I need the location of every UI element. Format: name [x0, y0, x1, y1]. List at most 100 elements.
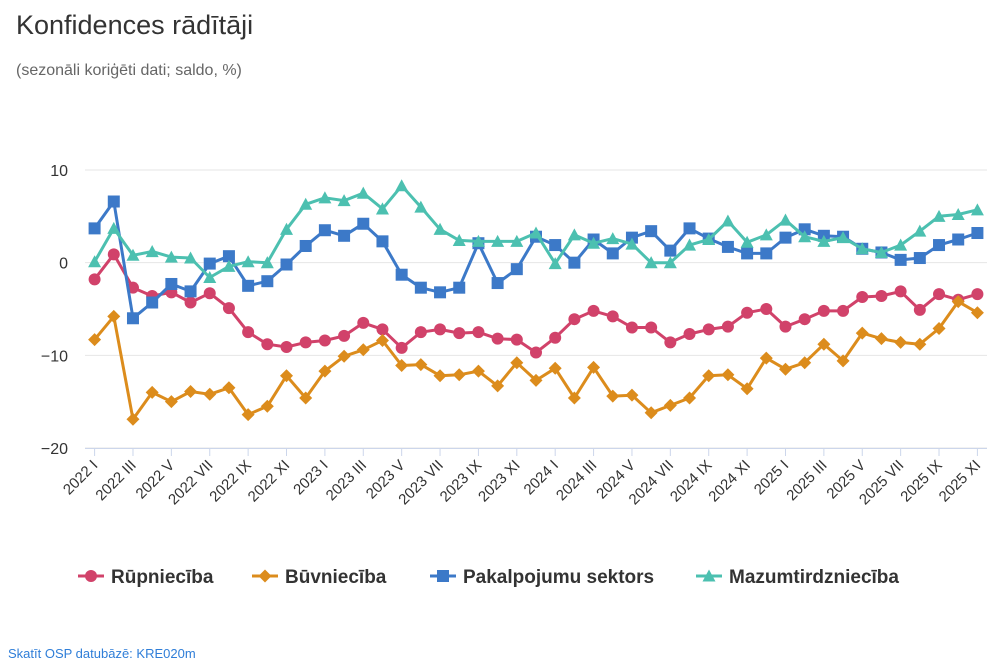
data-point[interactable]	[434, 323, 447, 336]
data-point[interactable]	[299, 391, 313, 405]
data-point[interactable]	[932, 209, 946, 222]
data-point[interactable]	[107, 195, 120, 208]
legend-circle-icon[interactable]	[85, 570, 97, 582]
data-point[interactable]	[933, 288, 946, 301]
data-point[interactable]	[452, 233, 466, 246]
data-point[interactable]	[164, 395, 178, 409]
data-point[interactable]	[375, 202, 389, 215]
data-point[interactable]	[376, 323, 389, 336]
data-point[interactable]	[184, 296, 197, 309]
data-point[interactable]	[338, 229, 351, 242]
legend-diamond-icon[interactable]	[258, 569, 272, 583]
data-point[interactable]	[146, 296, 159, 309]
data-point[interactable]	[645, 321, 658, 334]
data-point[interactable]	[145, 245, 159, 258]
data-point[interactable]	[874, 332, 888, 346]
data-point[interactable]	[318, 191, 332, 204]
data-point[interactable]	[357, 217, 370, 230]
data-point[interactable]	[414, 326, 427, 339]
data-point[interactable]	[855, 326, 869, 340]
data-point[interactable]	[683, 328, 696, 341]
data-point[interactable]	[606, 310, 619, 323]
data-point[interactable]	[779, 231, 792, 244]
data-point[interactable]	[299, 197, 313, 210]
data-point[interactable]	[530, 346, 542, 359]
data-point[interactable]	[433, 222, 447, 235]
legend-square-icon[interactable]	[437, 570, 449, 582]
data-point[interactable]	[740, 235, 754, 248]
data-point[interactable]	[126, 412, 140, 426]
data-point[interactable]	[241, 408, 255, 422]
data-point[interactable]	[453, 327, 466, 340]
data-point[interactable]	[433, 369, 447, 383]
data-point[interactable]	[376, 235, 389, 248]
data-point[interactable]	[798, 230, 812, 243]
data-point[interactable]	[280, 369, 294, 383]
data-point[interactable]	[817, 337, 831, 351]
data-point[interactable]	[874, 245, 888, 258]
legend-item[interactable]: Būvniecība	[252, 567, 387, 588]
data-point[interactable]	[529, 226, 543, 239]
data-point[interactable]	[664, 336, 677, 349]
data-point[interactable]	[778, 362, 792, 376]
data-point[interactable]	[107, 248, 120, 261]
data-point[interactable]	[817, 234, 831, 247]
data-point[interactable]	[107, 221, 121, 234]
data-point[interactable]	[970, 306, 984, 320]
data-point[interactable]	[88, 222, 101, 235]
data-point[interactable]	[683, 391, 697, 405]
data-point[interactable]	[261, 338, 274, 351]
data-point[interactable]	[759, 228, 773, 241]
data-point[interactable]	[759, 351, 773, 365]
data-point[interactable]	[261, 275, 274, 288]
data-point[interactable]	[299, 336, 312, 349]
data-point[interactable]	[107, 309, 121, 323]
data-point[interactable]	[280, 222, 294, 235]
data-point[interactable]	[280, 258, 293, 271]
data-point[interactable]	[510, 356, 524, 370]
data-point[interactable]	[913, 303, 926, 316]
data-point[interactable]	[184, 285, 197, 298]
data-point[interactable]	[702, 323, 715, 336]
data-point[interactable]	[645, 225, 658, 238]
legend-item[interactable]: Pakalpojumu sektors	[430, 567, 654, 588]
data-point[interactable]	[568, 256, 581, 269]
data-point[interactable]	[913, 224, 927, 237]
data-point[interactable]	[951, 295, 965, 309]
data-point[interactable]	[395, 341, 408, 354]
data-point[interactable]	[88, 273, 101, 286]
data-point[interactable]	[471, 364, 485, 378]
data-point[interactable]	[587, 236, 601, 249]
data-point[interactable]	[510, 263, 523, 276]
data-point[interactable]	[798, 313, 811, 326]
data-point[interactable]	[414, 358, 428, 372]
data-point[interactable]	[836, 354, 850, 368]
data-point[interactable]	[375, 334, 389, 348]
data-point[interactable]	[242, 279, 255, 292]
data-point[interactable]	[663, 398, 677, 412]
data-point[interactable]	[337, 349, 351, 363]
data-point[interactable]	[683, 238, 697, 251]
data-point[interactable]	[260, 399, 274, 413]
data-point[interactable]	[663, 256, 677, 269]
data-point[interactable]	[491, 379, 505, 393]
data-point[interactable]	[567, 391, 581, 405]
legend-item[interactable]: Mazumtirdzniecība	[696, 567, 899, 588]
data-point[interactable]	[549, 331, 562, 344]
data-point[interactable]	[452, 368, 466, 382]
data-point[interactable]	[203, 270, 217, 284]
data-point[interactable]	[971, 227, 984, 240]
data-point[interactable]	[165, 277, 178, 290]
data-point[interactable]	[741, 306, 754, 319]
data-point[interactable]	[760, 303, 773, 315]
data-point[interactable]	[913, 252, 926, 265]
data-point[interactable]	[338, 329, 351, 342]
data-point[interactable]	[529, 373, 543, 387]
data-point[interactable]	[798, 356, 812, 370]
data-point[interactable]	[837, 304, 850, 317]
data-point[interactable]	[836, 231, 850, 244]
legend-item[interactable]: Rūpniecība	[78, 567, 214, 588]
data-point[interactable]	[567, 228, 581, 241]
data-point[interactable]	[549, 239, 562, 252]
data-point[interactable]	[606, 247, 619, 260]
